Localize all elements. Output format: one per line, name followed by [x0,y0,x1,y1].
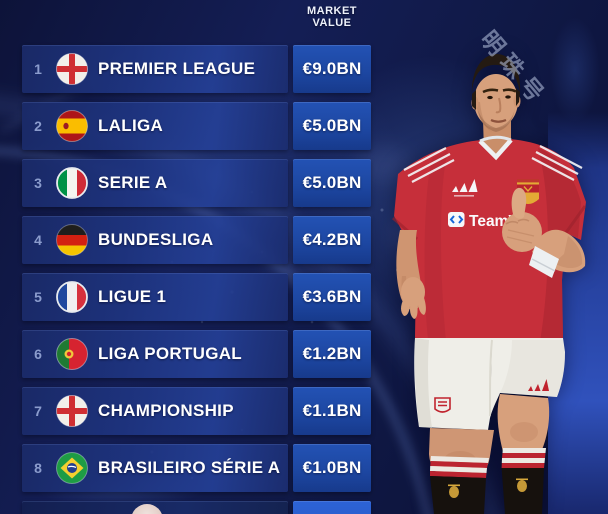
league-name: LALIGA [98,116,164,135]
sock-crest-icon [516,478,528,492]
market-value-box: €5.0BN [293,159,371,207]
rank-number: 1 [34,61,42,77]
market-value-text: €5.0BN [302,173,362,192]
flag-germany-icon [56,224,88,256]
league-row: 5 LIGUE 1 €3.6BN [0,273,608,321]
flag-france-icon [56,281,88,313]
market-value-text: €3.6BN [302,287,362,306]
league-name: CHAMPIONSHIP [98,401,234,420]
thumbs-up [511,187,527,219]
left-sock [430,456,489,514]
league-row: 1 PREMIER LEAGUE €9.0BN [0,45,608,93]
rank-number: 5 [34,289,42,305]
market-value-box: €1.1BN [293,387,371,435]
shorts-adidas-icon [528,379,549,391]
league-row: 2 LALIGA €5.0BN [0,102,608,150]
flag-brazil-icon [56,452,88,484]
league-row: 8 BRASILEIRO SÉRIE A €1.0BN [0,444,608,492]
flag-england-icon [56,395,88,427]
market-value-box: €5.0BN [293,102,371,150]
flag-spain-icon [56,110,88,142]
rank-number: 6 [34,346,42,362]
market-value-column-header: MARKET VALUE [293,5,371,29]
adidas-logo-icon [452,179,478,197]
rank-number: 7 [34,403,42,419]
league-name: LIGUE 1 [98,287,167,306]
market-value-box: €1.2BN [293,330,371,378]
flag-england-icon [56,53,88,85]
shoulder-stripes [403,145,583,183]
rank-number: 2 [34,118,42,134]
market-value-text: €4.2BN [302,230,362,249]
flag-italy-icon [56,167,88,199]
partial-flag-icon [131,504,163,514]
market-value-box [293,501,371,514]
rank-number: 3 [34,175,42,191]
market-value-box: €9.0BN [293,45,371,93]
league-row: 4 BUNDESLIGA €4.2BN [0,216,608,264]
league-row: 7 CHAMPIONSHIP €1.1BN [0,387,608,435]
league-name: PREMIER LEAGUE [98,59,256,78]
right-sock [501,448,546,514]
market-value-text: €1.2BN [302,344,362,363]
shorts-crest-icon [434,397,451,413]
league-row-partial [0,501,608,514]
rank-number: 4 [34,232,42,248]
market-value-text: €1.1BN [302,401,362,420]
league-name: BRASILEIRO SÉRIE A [98,458,281,477]
sock-crest-icon [448,484,460,498]
league-row: 3 SERIE A €5.0BN [0,159,608,207]
header-line1: MARKET [306,5,358,17]
market-value-box: €3.6BN [293,273,371,321]
league-name: BUNDESLIGA [98,230,214,249]
market-value-text: €9.0BN [302,59,362,78]
flag-portugal-icon [56,338,88,370]
market-value-box: €1.0BN [293,444,371,492]
market-value-text: €5.0BN [302,116,362,135]
league-row: 6 LIGA PORTUGAL €1.2BN [0,330,608,378]
league-name: SERIE A [98,173,168,192]
market-value-text: €1.0BN [302,458,362,477]
header-line2: VALUE [312,17,352,29]
rank-number: 8 [34,460,42,476]
market-value-box: €4.2BN [293,216,371,264]
player-photo: TeamVi [392,54,587,514]
league-name: LIGA PORTUGAL [98,344,242,363]
